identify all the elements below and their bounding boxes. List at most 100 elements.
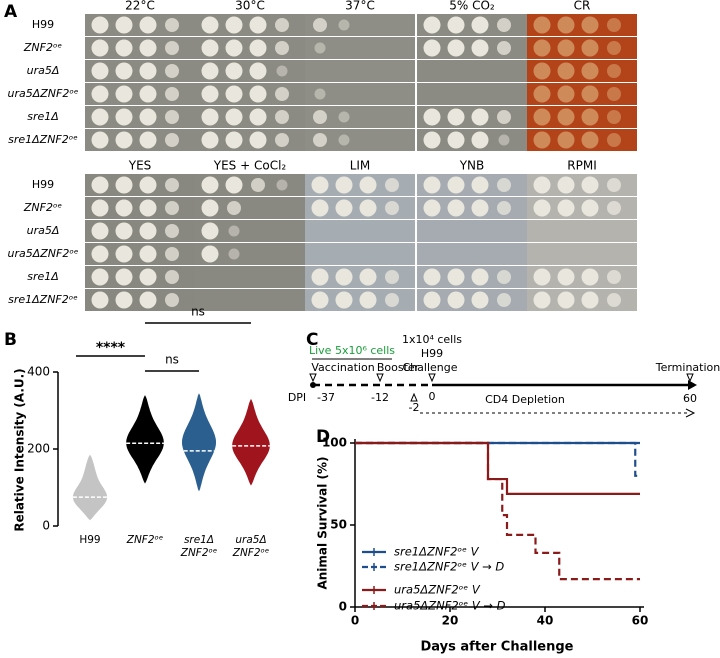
colony-spot <box>91 16 109 34</box>
legend-label: ura5ΔZNF2ᵒᵉ V <box>394 583 481 597</box>
colony-spot <box>581 176 599 194</box>
colony-spot <box>139 176 157 194</box>
plate-strip <box>305 14 415 36</box>
challenge-strain: H99 <box>421 347 443 360</box>
colony-spot <box>423 16 441 34</box>
colony-spot <box>423 131 441 149</box>
y-tick-label: 0 <box>42 519 50 533</box>
colony-spot <box>165 18 179 32</box>
colony-spot <box>276 179 288 191</box>
colony-spot <box>201 199 219 217</box>
colony-spot <box>225 39 243 57</box>
colony-spot <box>91 131 109 149</box>
colony-spot <box>139 199 157 217</box>
colony-spot <box>581 108 599 126</box>
colony-spot <box>498 134 510 146</box>
colony-spot <box>311 268 329 286</box>
colony-spot <box>314 88 326 100</box>
colony-spot <box>225 62 243 80</box>
colony-spot <box>115 222 133 240</box>
plate-strip <box>417 220 527 242</box>
timeline-arrow <box>688 380 697 390</box>
colony-spot <box>276 65 288 77</box>
colony-spot <box>201 176 219 194</box>
colony-spot <box>497 178 511 192</box>
challenge-dose: 1x10⁴ cells <box>402 333 462 346</box>
colony-spot <box>91 62 109 80</box>
colony-spot <box>359 268 377 286</box>
colony-spot <box>581 268 599 286</box>
depletion-marker <box>410 392 418 402</box>
colony-spot <box>607 178 621 192</box>
colony-spot <box>91 85 109 103</box>
panel-letter: C <box>306 330 318 350</box>
colony-spot <box>497 18 511 32</box>
colony-spot <box>165 87 179 101</box>
strain-label: sre1Δ <box>27 270 59 283</box>
y-tick-label: 400 <box>27 365 50 379</box>
depletion-label: CD4 Depletion <box>485 393 565 406</box>
colony-spot <box>581 16 599 34</box>
colony-spot <box>385 178 399 192</box>
colony-spot <box>249 39 267 57</box>
colony-spot <box>165 178 179 192</box>
condition-header: YES <box>128 159 152 173</box>
plate-strip <box>417 60 527 82</box>
y-tick-label: 200 <box>27 442 50 456</box>
colony-spot <box>471 268 489 286</box>
colony-spot <box>249 16 267 34</box>
colony-spot <box>115 108 133 126</box>
plate-strip <box>195 220 305 242</box>
colony-spot <box>497 110 511 124</box>
colony-spot <box>533 176 551 194</box>
colony-spot <box>91 222 109 240</box>
colony-spot <box>275 133 289 147</box>
colony-spot <box>447 291 465 309</box>
depletion-start: -2 <box>409 401 420 414</box>
strain-label: sre1Δ <box>27 110 59 123</box>
colony-spot <box>227 201 241 215</box>
plate-strip <box>195 197 305 219</box>
colony-spot <box>225 131 243 149</box>
y-tick-label: 0 <box>339 600 347 614</box>
strain-label: ZNF2ᵒᵉ <box>23 41 63 54</box>
colony-spot <box>607 64 621 78</box>
strain-label: ZNF2ᵒᵉ <box>23 201 63 214</box>
colony-spot <box>139 291 157 309</box>
colony-spot <box>165 293 179 307</box>
colony-spot <box>423 39 441 57</box>
colony-spot <box>557 291 575 309</box>
day-label: -12 <box>371 391 389 404</box>
colony-spot <box>165 224 179 238</box>
colony-spot <box>607 270 621 284</box>
colony-spot <box>201 245 219 263</box>
colony-spot <box>275 18 289 32</box>
colony-spot <box>115 176 133 194</box>
strain-label: H99 <box>32 18 54 31</box>
colony-spot <box>251 178 265 192</box>
colony-spot <box>447 39 465 57</box>
colony-spot <box>139 222 157 240</box>
colony-spot <box>139 39 157 57</box>
colony-spot <box>607 293 621 307</box>
colony-spot <box>423 199 441 217</box>
colony-spot <box>335 176 353 194</box>
colony-spot <box>447 199 465 217</box>
condition-header: YNB <box>459 159 485 173</box>
plate-strip <box>417 83 527 105</box>
colony-spot <box>359 176 377 194</box>
colony-spot <box>249 62 267 80</box>
colony-spot <box>557 85 575 103</box>
colony-spot <box>201 39 219 57</box>
colony-spot <box>335 199 353 217</box>
colony-spot <box>335 268 353 286</box>
colony-spot <box>557 62 575 80</box>
y-tick-label: 100 <box>322 436 347 450</box>
vaccine-dose: Live 5x10⁶ cells <box>309 344 395 357</box>
colony-spot <box>497 41 511 55</box>
colony-spot <box>533 199 551 217</box>
colony-spot <box>557 16 575 34</box>
y-tick-label: 50 <box>330 518 347 532</box>
colony-spot <box>115 39 133 57</box>
colony-spot <box>423 176 441 194</box>
